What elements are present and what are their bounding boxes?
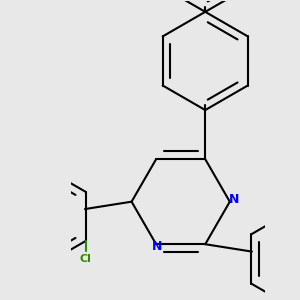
Text: N: N [152,240,163,253]
Text: Cl: Cl [80,254,92,264]
Text: N: N [229,193,239,206]
